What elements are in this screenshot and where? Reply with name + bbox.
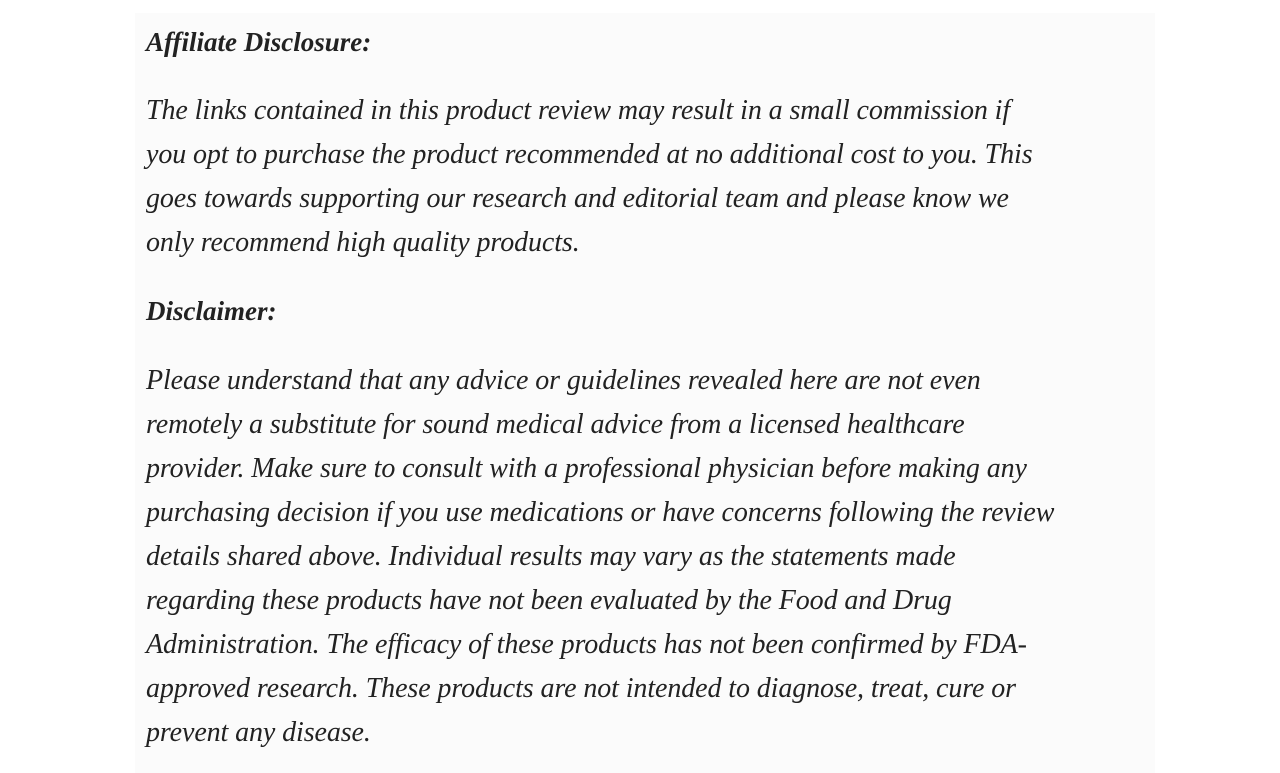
- content-panel: [135, 13, 1155, 773]
- text-line: approved research. These products are no…: [146, 673, 1016, 704]
- disclaimer-text: Please understand that any advice or gui…: [146, 359, 1054, 755]
- text-line: you opt to purchase the product recommen…: [146, 139, 1033, 170]
- text-line: only recommend high quality products.: [146, 227, 580, 258]
- text-line: goes towards supporting our research and…: [146, 183, 1009, 214]
- affiliate-disclosure-text: The links contained in this product revi…: [146, 89, 1033, 265]
- text-line: Please understand that any advice or gui…: [146, 365, 981, 396]
- text-line: The links contained in this product revi…: [146, 95, 1011, 126]
- affiliate-disclosure-heading: Affiliate Disclosure:: [146, 27, 372, 57]
- text-line: details shared above. Individual results…: [146, 541, 956, 572]
- text-line: remotely a substitute for sound medical …: [146, 409, 965, 440]
- text-line: provider. Make sure to consult with a pr…: [146, 453, 1027, 484]
- disclaimer-heading: Disclaimer:: [146, 296, 277, 326]
- text-line: prevent any disease.: [146, 717, 371, 748]
- text-line: Administration. The efficacy of these pr…: [146, 629, 1027, 660]
- text-line: purchasing decision if you use medicatio…: [146, 497, 1055, 528]
- text-line: regarding these products have not been e…: [146, 585, 952, 616]
